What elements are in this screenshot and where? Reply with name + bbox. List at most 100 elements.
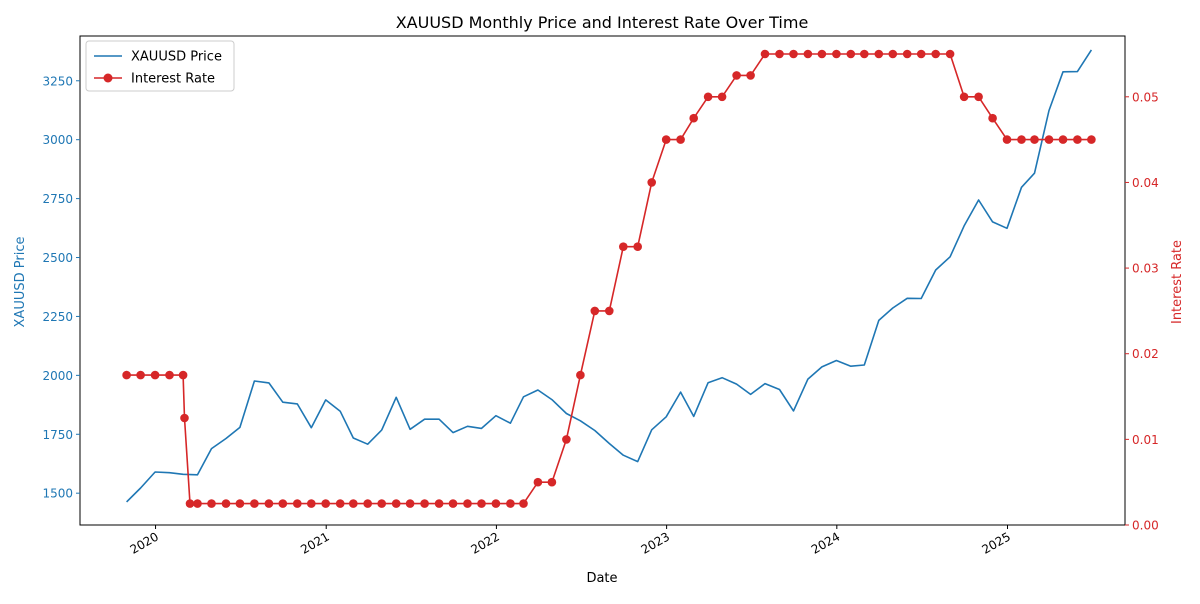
rate-point (519, 499, 528, 508)
rate-point (250, 499, 259, 508)
y-right-tick-label: 0.05 (1132, 90, 1159, 104)
rate-point (760, 49, 770, 59)
rate-point (590, 306, 600, 316)
rate-point (619, 242, 628, 251)
rate-point (420, 499, 429, 508)
rate-point (1087, 135, 1096, 144)
rate-point (1002, 135, 1012, 144)
rate-point (278, 499, 288, 508)
legend-frame (85, 40, 235, 92)
rate-point (576, 370, 585, 380)
y-axis-left-label: XAUUSD Price (13, 237, 28, 328)
rate-point (775, 49, 784, 59)
rate-point (122, 370, 131, 380)
rate-point (136, 370, 145, 380)
rate-point (235, 499, 245, 508)
rate-point (321, 499, 331, 508)
rate-point (221, 499, 231, 508)
rate-point (1058, 135, 1068, 144)
rate-point (931, 49, 940, 59)
rate-point (178, 370, 188, 380)
y-left-tick-label: 2000 (42, 369, 73, 383)
rate-point (1044, 135, 1054, 144)
rate-point (180, 413, 189, 423)
rate-point (689, 113, 698, 123)
y-left-tick-label: 2500 (42, 251, 73, 265)
y-left-tick-label: 2750 (42, 192, 73, 206)
rate-point (477, 499, 486, 508)
rate-point (676, 135, 685, 144)
rate-point (562, 435, 571, 444)
y-left-tick-label: 2250 (42, 310, 73, 324)
rate-point (874, 49, 884, 59)
rate-point (633, 242, 642, 251)
rate-point (207, 499, 216, 508)
rate-series (122, 49, 1096, 508)
rate-point (605, 306, 614, 316)
plot-frame (79, 35, 1126, 526)
rate-point (959, 92, 969, 102)
rate-point (506, 499, 515, 508)
rate-point (335, 499, 345, 508)
rate-point (547, 477, 557, 487)
rate-point (307, 499, 316, 508)
rate-point (264, 499, 274, 508)
legend-price-label: XAUUSD Price (131, 50, 222, 65)
rate-point (803, 49, 813, 59)
rate-point (463, 499, 472, 508)
rate-point (860, 49, 869, 59)
rate-point (717, 92, 727, 102)
rate-point (165, 370, 174, 380)
legend-rate-label: Interest Rate (131, 72, 215, 87)
rate-point (1073, 135, 1082, 144)
rate-point (349, 499, 358, 508)
rate-point (817, 49, 827, 59)
rate-point (293, 499, 302, 508)
price-line (126, 49, 1093, 503)
y-left-tick-label: 3000 (42, 133, 73, 147)
chart-title: XAUUSD Monthly Price and Interest Rate O… (396, 13, 809, 32)
y-right-tick-label: 0.01 (1132, 433, 1159, 447)
y-left-tick-label: 3250 (42, 74, 73, 88)
rate-point (832, 49, 841, 59)
rate-point (391, 499, 401, 508)
y-left-tick-label: 1500 (42, 487, 73, 501)
rate-point (1030, 135, 1039, 144)
rate-point (533, 477, 543, 487)
y-right-tick-label: 0.02 (1132, 347, 1159, 361)
legend: XAUUSD Price Interest Rate (85, 40, 235, 92)
rate-point (405, 499, 415, 508)
x-axis-label: Date (586, 571, 617, 586)
rate-point (945, 49, 955, 59)
price-series (126, 49, 1093, 503)
y-right-tick-label: 0.03 (1132, 262, 1159, 276)
rate-point (647, 178, 656, 187)
rate-point (746, 71, 755, 80)
y-right-tick-label: 0.00 (1132, 519, 1159, 533)
rate-point (150, 370, 160, 380)
rate-point (185, 499, 195, 508)
rate-point (846, 49, 856, 59)
rate-point (703, 92, 713, 102)
y-axis-right-label: Interest Rate (1170, 240, 1185, 324)
y-right-tick-label: 0.04 (1132, 176, 1159, 190)
rate-point (732, 71, 741, 80)
rate-point (491, 499, 501, 508)
legend-rate-marker (103, 73, 113, 83)
y-left-tick-label: 1750 (42, 428, 73, 442)
rate-point (434, 499, 444, 508)
rate-point (363, 499, 373, 508)
rate-point (193, 499, 202, 508)
rate-point (377, 499, 387, 508)
rate-point (888, 49, 898, 59)
rate-point (988, 113, 997, 123)
rate-point (902, 49, 912, 59)
rate-point (916, 49, 926, 59)
rate-point (448, 499, 458, 508)
rate-point (661, 135, 671, 144)
rate-point (789, 49, 798, 59)
rate-point (974, 92, 983, 102)
